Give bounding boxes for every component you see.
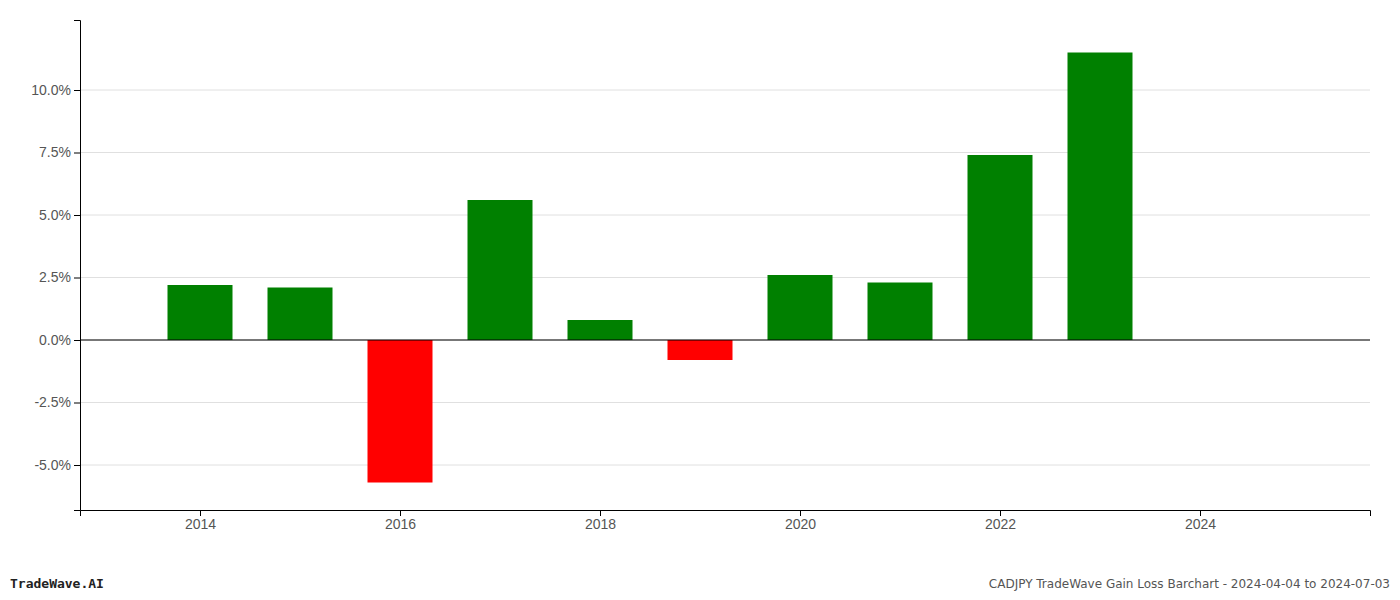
bars [80,53,1370,483]
bar [1068,53,1133,341]
grid-line [80,90,1370,91]
y-tick-label: -5.0% [34,457,71,473]
y-tick-mark [74,403,80,404]
x-tick: 2016 [385,510,416,532]
y-tick-mark [74,340,80,341]
bar [368,340,433,483]
y-tick-mark [74,215,80,216]
grid-line [80,402,1370,403]
y-tick-label: -2.5% [34,394,71,410]
y-tick: -5.0% [34,457,80,473]
y-tick-label: 0.0% [39,332,71,348]
x-tick-label: 2020 [785,516,816,532]
title: CADJPY TradeWave Gain Loss Barchart - 20… [989,577,1390,591]
y-tick: 2.5% [39,269,80,285]
bar [468,200,533,340]
y-axis: -5.0% -2.5% 0.0% 2.5% 5.0% 7.5% 10.0% [31,21,80,511]
bar [768,275,833,340]
y-axis-line [74,21,81,511]
x-axis: 2014 2016 2018 2020 2022 2024 [81,510,1371,532]
y-tick-label: 2.5% [39,269,71,285]
y-tick-label: 10.0% [31,82,71,98]
bar [968,155,1033,340]
y-tick-mark [74,90,80,91]
y-tick: 7.5% [39,144,80,160]
bar [668,340,733,360]
x-tick-label: 2014 [185,516,216,532]
watermark: TradeWave.AI [10,576,104,591]
y-tick: 5.0% [39,207,80,223]
y-tick: -2.5% [34,394,80,410]
grid-line [80,465,1370,466]
chart: 2014 2016 2018 2020 2022 2024 -5.0% -2.5% 0.0% 2.… [0,0,1400,600]
bar [568,320,633,340]
x-tick: 2020 [785,510,816,532]
bar [868,283,933,341]
x-tick: 2014 [185,510,216,532]
x-axis-line [81,511,1371,517]
y-tick-mark [74,465,80,466]
x-tick-label: 2022 [985,516,1016,532]
grid-line [80,277,1370,278]
y-tick-mark [74,278,80,279]
y-tick: 0.0% [39,332,80,348]
x-tick: 2024 [1185,510,1216,532]
baseline [80,340,1370,341]
bar [268,288,333,341]
x-tick-label: 2016 [385,516,416,532]
x-tick: 2018 [585,510,616,532]
x-tick-label: 2018 [585,516,616,532]
bar [168,285,233,340]
y-tick: 10.0% [31,82,80,98]
y-tick-label: 7.5% [39,144,71,160]
plot-area: 2014 2016 2018 2020 2022 2024 -5.0% -2.5% 0.0% 2.… [31,21,1370,532]
grid-line [80,340,1370,341]
x-tick-label: 2024 [1185,516,1216,532]
grid-line [80,152,1370,153]
y-tick-label: 5.0% [39,207,71,223]
x-tick: 2022 [985,510,1016,532]
grid [80,90,1370,465]
y-tick-mark [74,153,80,154]
grid-line [80,215,1370,216]
